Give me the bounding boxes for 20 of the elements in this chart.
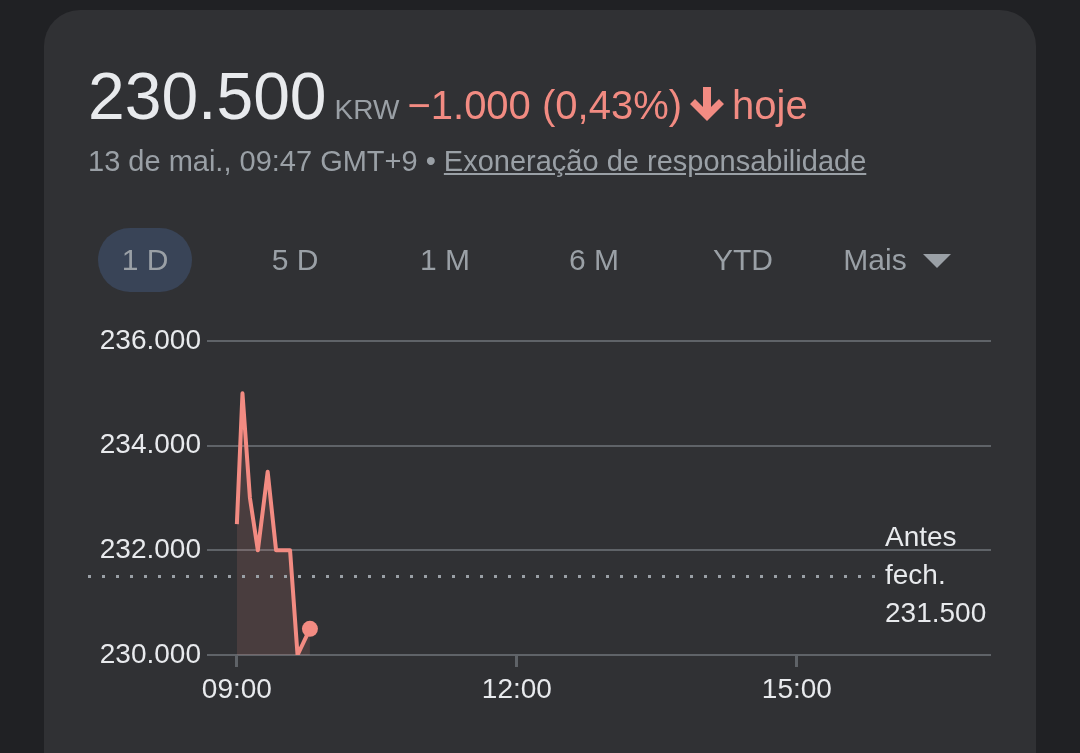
x-tick-label: 09:00 (201, 672, 272, 704)
text: Exoneração de responsabilidade (443, 145, 867, 177)
chart-title: 230.500 (88, 59, 327, 133)
y-tick-label: 236.000 (99, 323, 201, 355)
x-tick-label: 12:00 (481, 672, 552, 704)
y-tick-label: 232.000 (99, 533, 201, 565)
text: Mais (843, 243, 907, 276)
y-tick-label: 230.000 (99, 637, 201, 669)
text: YTD (712, 242, 774, 278)
text: hoje (732, 83, 808, 127)
text: −1.000 (0,43%) (407, 83, 683, 127)
ref-line-label: Antes fech. 231.500 (885, 521, 987, 629)
chart-subtitle: 13 de mai., 09:47 GMT+9 • (88, 145, 436, 177)
text: 6 M (568, 242, 620, 278)
text: 1 D (98, 228, 192, 292)
text: KRW (334, 94, 400, 125)
y-tick-label: 234.000 (99, 428, 201, 460)
x-tick-label: 15:00 (761, 672, 832, 704)
text: 1 M (419, 242, 471, 278)
text: 5 D (270, 242, 320, 278)
